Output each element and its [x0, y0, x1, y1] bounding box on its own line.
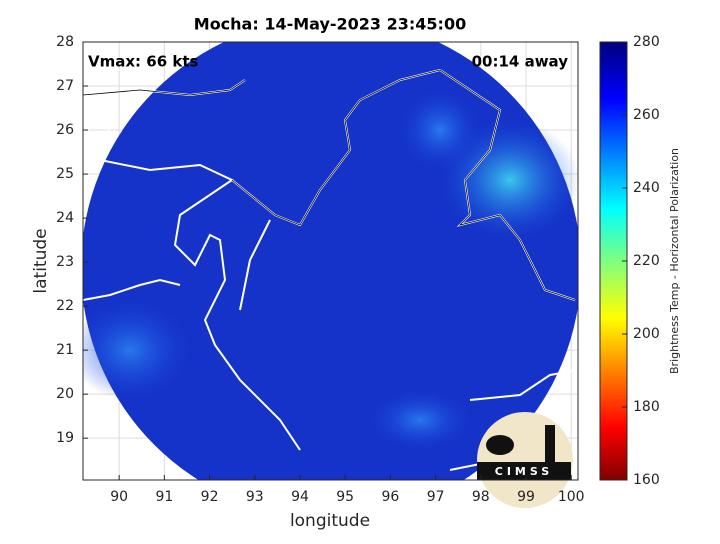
plot-frame	[82, 41, 579, 481]
colorbar-tick-label: 160	[633, 472, 660, 488]
y-tick-label: 28	[56, 34, 74, 50]
y-tick-label: 23	[56, 254, 74, 270]
y-tick-label: 26	[56, 122, 74, 138]
y-tick-label: 24	[56, 210, 74, 226]
title: Mocha: 14-May-2023 23:45:00	[194, 15, 466, 34]
colorbar-tick-label: 220	[633, 253, 660, 269]
y-tick-label: 27	[56, 78, 74, 94]
x-tick-label: 95	[336, 489, 354, 505]
time-away-label: 00:14 away	[472, 53, 569, 71]
coastline	[83, 69, 576, 301]
y-tick-label: 22	[56, 298, 74, 314]
satellite-image	[83, 42, 578, 480]
logo: CIMSS	[477, 412, 573, 508]
x-tick-label: 97	[427, 489, 445, 505]
colorbar-tick-label: 260	[633, 107, 660, 123]
x-tick-label: 94	[291, 489, 309, 505]
colorbar-tick-label: 280	[633, 34, 660, 50]
colorbar-tick-label: 180	[633, 399, 660, 415]
x-tick-label: 90	[110, 489, 128, 505]
warm-area	[83, 300, 190, 400]
x-tick-label: 96	[381, 489, 399, 505]
x-tick-label: 91	[155, 489, 173, 505]
warm-area	[370, 390, 470, 450]
y-tick-label: 20	[56, 386, 74, 402]
y-tick-label: 25	[56, 166, 74, 182]
warm-area	[400, 90, 480, 170]
colorbar-tick-label: 200	[633, 326, 660, 342]
x-tick-label: 93	[246, 489, 264, 505]
logo-text: CIMSS	[495, 465, 553, 478]
y-tick-label: 19	[56, 430, 74, 446]
colorbar-tick-label: 240	[633, 180, 660, 196]
x-tick-label: 98	[472, 489, 490, 505]
colorbar-label: Brightness Temp - Horizontal Polarizatio…	[668, 148, 681, 374]
y-tick-label: 21	[56, 342, 74, 358]
y-axis-label: latitude	[31, 228, 51, 293]
vmax-label: Vmax: 66 kts	[88, 53, 198, 71]
x-axis-label: longitude	[290, 511, 370, 531]
x-tick-label: 100	[558, 489, 585, 505]
x-tick-label: 99	[517, 489, 535, 505]
x-tick-label: 92	[201, 489, 219, 505]
